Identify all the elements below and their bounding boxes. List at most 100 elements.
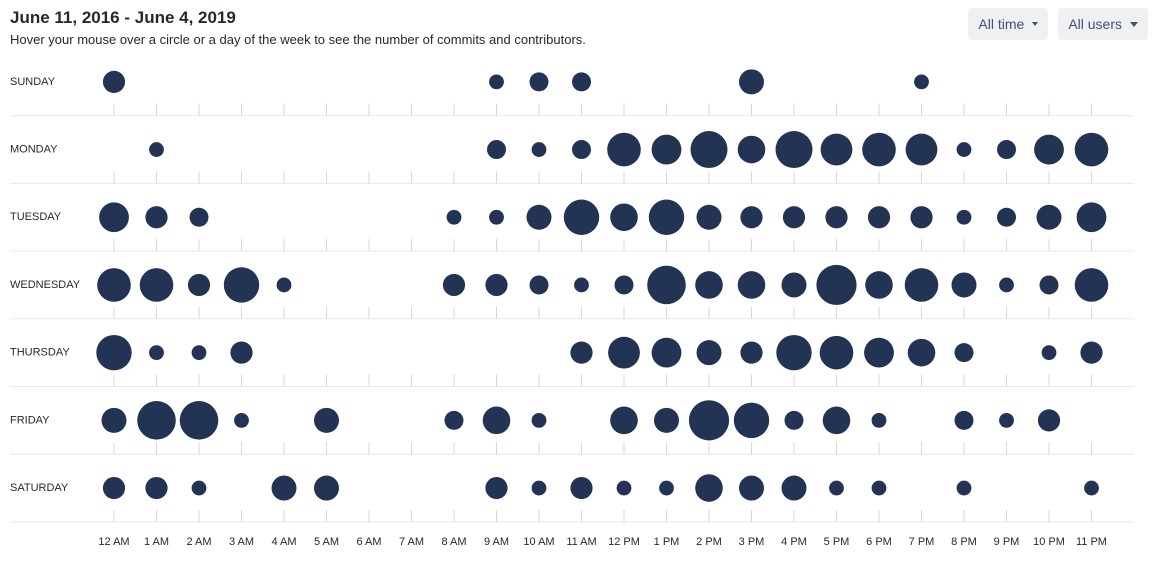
hour-label[interactable]: 11 PM [1076,536,1107,548]
punch-dot[interactable] [819,335,854,370]
punch-dot[interactable] [526,204,552,230]
punch-dot[interactable] [572,140,591,160]
punch-dot[interactable] [608,336,640,369]
hour-label[interactable]: 12 PM [608,536,640,548]
punch-dot[interactable] [782,206,806,229]
punch-dot[interactable] [647,265,686,305]
punch-dot[interactable] [776,334,812,371]
punch-dot[interactable] [102,70,126,93]
punch-dot[interactable] [574,277,589,293]
punch-dot[interactable] [659,480,674,496]
punch-dot[interactable] [137,401,176,440]
punch-dot[interactable] [189,207,209,227]
hour-label[interactable]: 9 PM [994,536,1020,548]
day-label-friday[interactable]: FRIDAY [10,414,50,426]
hour-label[interactable]: 10 AM [523,536,554,548]
punch-dot[interactable] [446,209,462,225]
hour-label[interactable]: 4 PM [781,536,807,548]
punch-dot[interactable] [1034,134,1064,165]
day-label-monday[interactable]: MONDAY [10,143,58,155]
punch-dot[interactable] [867,206,891,229]
punch-dot[interactable] [145,206,168,229]
punch-dot[interactable] [905,133,938,166]
punch-dot[interactable] [531,412,547,428]
hour-label[interactable]: 5 AM [314,536,339,548]
punch-dot[interactable] [737,135,766,164]
punch-dot[interactable] [607,132,641,167]
punch-dot[interactable] [96,334,132,371]
punch-dot[interactable] [99,202,129,233]
punch-dot[interactable] [781,272,807,298]
punch-dot[interactable] [954,410,974,430]
punch-dot[interactable] [102,476,126,500]
punch-dot[interactable] [614,275,634,295]
hour-label[interactable]: 3 AM [229,536,254,548]
punch-dot[interactable] [829,480,844,496]
hour-label[interactable]: 5 PM [824,536,850,548]
punch-dot[interactable] [775,131,813,169]
punch-dot[interactable] [822,406,851,435]
punch-dot[interactable] [740,341,763,364]
punch-dot[interactable] [1084,480,1099,496]
punch-dot[interactable] [740,206,763,229]
punch-dot[interactable] [314,475,339,501]
punch-dot[interactable] [651,134,682,165]
punch-dot[interactable] [825,206,848,229]
hour-label[interactable]: 2 AM [186,536,211,548]
punch-dot[interactable] [654,407,679,433]
punch-dot[interactable] [489,74,504,90]
hour-label[interactable]: 4 AM [271,536,296,548]
punch-dot[interactable] [695,271,723,299]
punch-dot[interactable] [739,69,764,95]
punch-dot[interactable] [276,277,292,293]
punch-dot[interactable] [314,407,339,433]
punch-dot[interactable] [149,345,164,361]
time-range-dropdown[interactable]: All time [968,8,1049,40]
punch-dot[interactable] [570,341,593,364]
punch-dot[interactable] [570,476,593,500]
day-label-thursday[interactable]: THURSDAY [10,347,70,359]
punch-dot[interactable] [956,480,972,496]
punch-dot[interactable] [871,480,887,496]
punch-dot[interactable] [271,475,297,501]
punch-dot[interactable] [865,271,893,299]
punch-dot[interactable] [820,133,853,166]
punch-dot[interactable] [1037,409,1061,432]
punch-dot[interactable] [234,412,249,428]
punch-dot[interactable] [1074,268,1109,302]
punch-dot[interactable] [997,140,1016,160]
punch-dot[interactable] [489,209,504,225]
hour-label[interactable]: 10 PM [1033,536,1065,548]
punch-dot[interactable] [191,345,207,361]
punch-dot[interactable] [956,142,972,157]
day-label-sunday[interactable]: SUNDAY [10,76,56,88]
punch-dot[interactable] [531,480,547,496]
hour-label[interactable]: 3 PM [739,536,765,548]
punch-dot[interactable] [690,131,728,169]
hour-label[interactable]: 11 AM [566,536,596,548]
punch-dot[interactable] [563,199,600,235]
punch-dot[interactable] [956,209,972,225]
hour-label[interactable]: 9 AM [484,536,509,548]
punch-dot[interactable] [145,476,168,500]
punch-dot[interactable] [230,341,253,364]
punch-dot[interactable] [610,406,638,435]
punch-dot[interactable] [695,474,723,502]
punch-dot[interactable] [737,271,766,299]
hour-label[interactable]: 7 AM [399,536,424,548]
users-dropdown[interactable]: All users [1058,8,1148,40]
punch-dot[interactable] [149,142,164,157]
punch-dot[interactable] [487,140,506,160]
punch-dot[interactable] [101,407,127,433]
punch-dot[interactable] [139,268,174,302]
punch-dot[interactable] [482,406,511,435]
hour-label[interactable]: 7 PM [909,536,935,548]
hour-label[interactable]: 12 AM [98,536,129,548]
day-label-tuesday[interactable]: TUESDAY [10,211,62,223]
punch-dot[interactable] [910,206,933,229]
punch-dot[interactable] [951,272,977,298]
punch-dot[interactable] [1039,275,1059,295]
punch-dot[interactable] [1074,132,1109,167]
punch-dot[interactable] [864,337,894,368]
punch-dot[interactable] [862,132,896,167]
